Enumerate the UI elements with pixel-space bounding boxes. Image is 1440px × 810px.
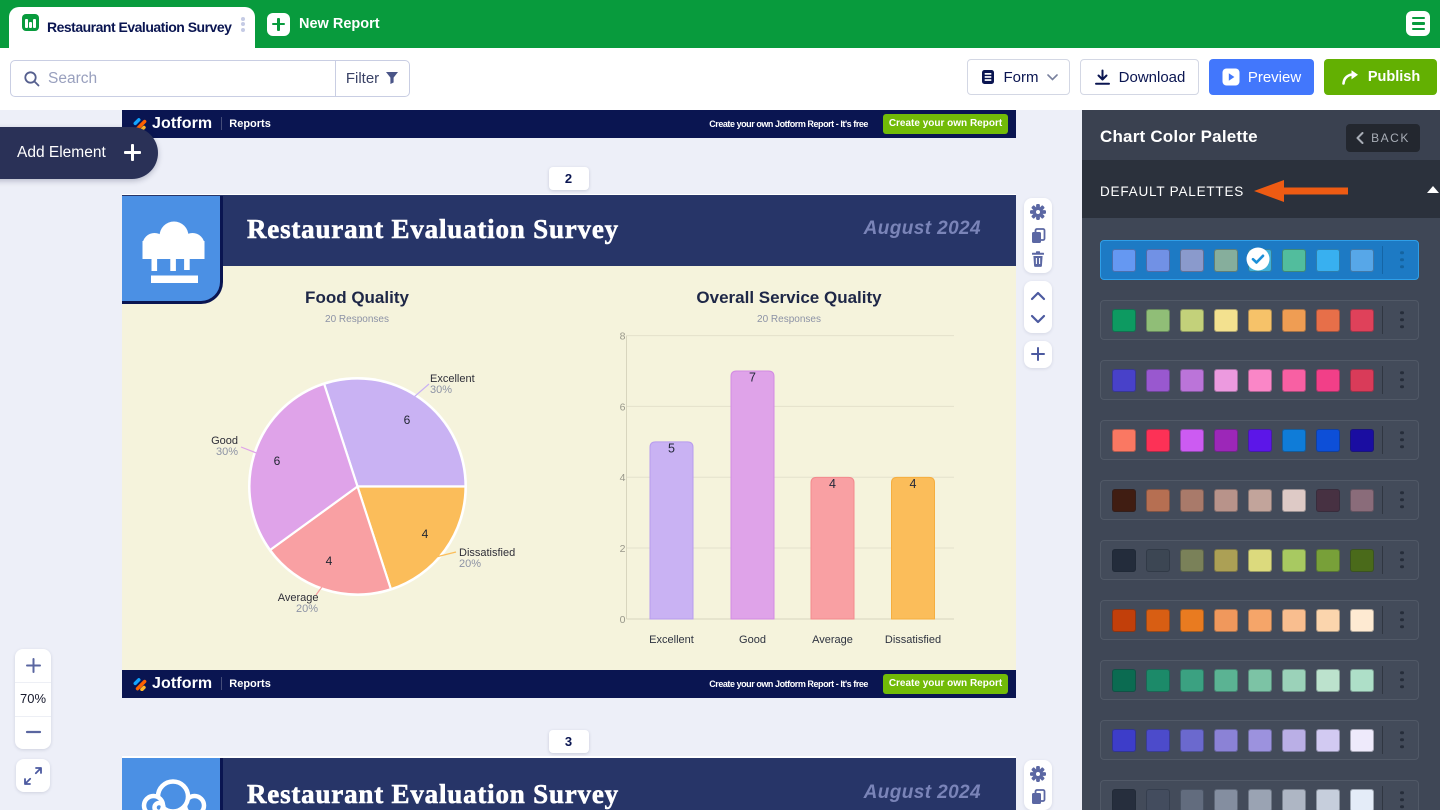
- svg-text:Average: Average: [278, 592, 319, 604]
- svg-text:Dissatisfied: Dissatisfied: [885, 634, 941, 646]
- svg-text:6: 6: [274, 454, 281, 468]
- svg-text:0: 0: [620, 614, 626, 626]
- svg-text:Good: Good: [211, 435, 238, 447]
- svg-text:8: 8: [620, 331, 626, 343]
- svg-text:30%: 30%: [430, 384, 452, 396]
- svg-text:4: 4: [422, 527, 429, 541]
- svg-text:Average: Average: [812, 634, 853, 646]
- svg-text:5: 5: [668, 441, 675, 455]
- svg-text:30%: 30%: [216, 446, 238, 458]
- svg-text:Excellent: Excellent: [649, 634, 694, 646]
- svg-text:7: 7: [749, 371, 756, 385]
- svg-text:Good: Good: [739, 634, 766, 646]
- svg-text:4: 4: [829, 477, 836, 491]
- svg-text:4: 4: [910, 477, 917, 491]
- svg-text:Dissatisfied: Dissatisfied: [459, 547, 515, 559]
- svg-text:4: 4: [620, 472, 626, 484]
- svg-text:20%: 20%: [459, 558, 481, 570]
- svg-text:20%: 20%: [296, 603, 318, 615]
- svg-text:Excellent: Excellent: [430, 373, 475, 385]
- svg-text:6: 6: [620, 401, 626, 413]
- svg-text:6: 6: [404, 413, 411, 427]
- svg-text:2: 2: [620, 543, 626, 555]
- svg-text:4: 4: [326, 554, 333, 568]
